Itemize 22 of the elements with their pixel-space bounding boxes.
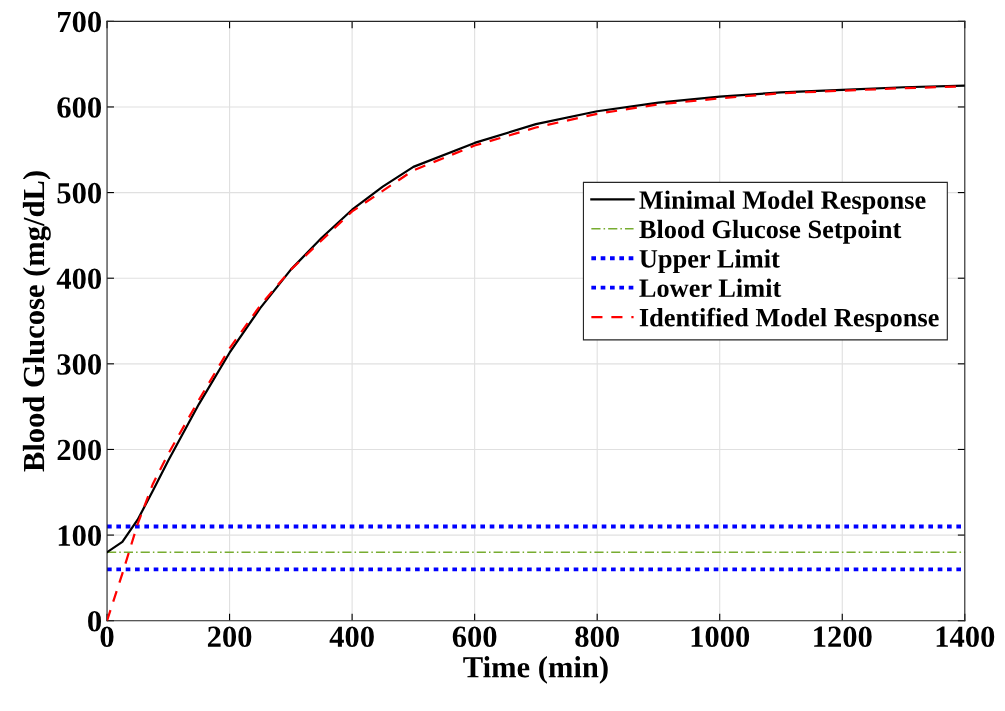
y-tick-label: 200 xyxy=(57,439,102,461)
legend-label: Blood Glucose Setpoint xyxy=(639,219,902,244)
x-tick-label: 1200 xyxy=(814,626,872,648)
y-tick-label: 300 xyxy=(57,354,102,375)
y-tick-label: 0 xyxy=(88,610,102,632)
x-tick-label: 1000 xyxy=(691,626,750,648)
x-tick-label: 1400 xyxy=(936,626,995,648)
y-tick-label: 500 xyxy=(57,182,102,204)
legend-label: Minimal Model Response xyxy=(639,190,926,215)
y-tick-label: 600 xyxy=(57,97,102,118)
y-tick-label: 700 xyxy=(58,11,102,33)
legend-label: Lower Limit xyxy=(639,278,782,298)
y-tick-label: 400 xyxy=(56,268,102,290)
x-tick-label: 400 xyxy=(329,626,374,648)
x-tick-label: 600 xyxy=(452,626,497,648)
legend-label: Identified Model Response xyxy=(639,307,939,332)
x-tick-label: 200 xyxy=(207,626,252,648)
y-tick-label: 100 xyxy=(58,525,102,546)
y-axis-title: Blood Glucose (mg/dL) xyxy=(22,171,51,472)
x-axis-title: Time (min) xyxy=(463,656,608,684)
x-tick-label: 800 xyxy=(575,626,619,648)
legend-label: Upper Limit xyxy=(639,249,780,274)
